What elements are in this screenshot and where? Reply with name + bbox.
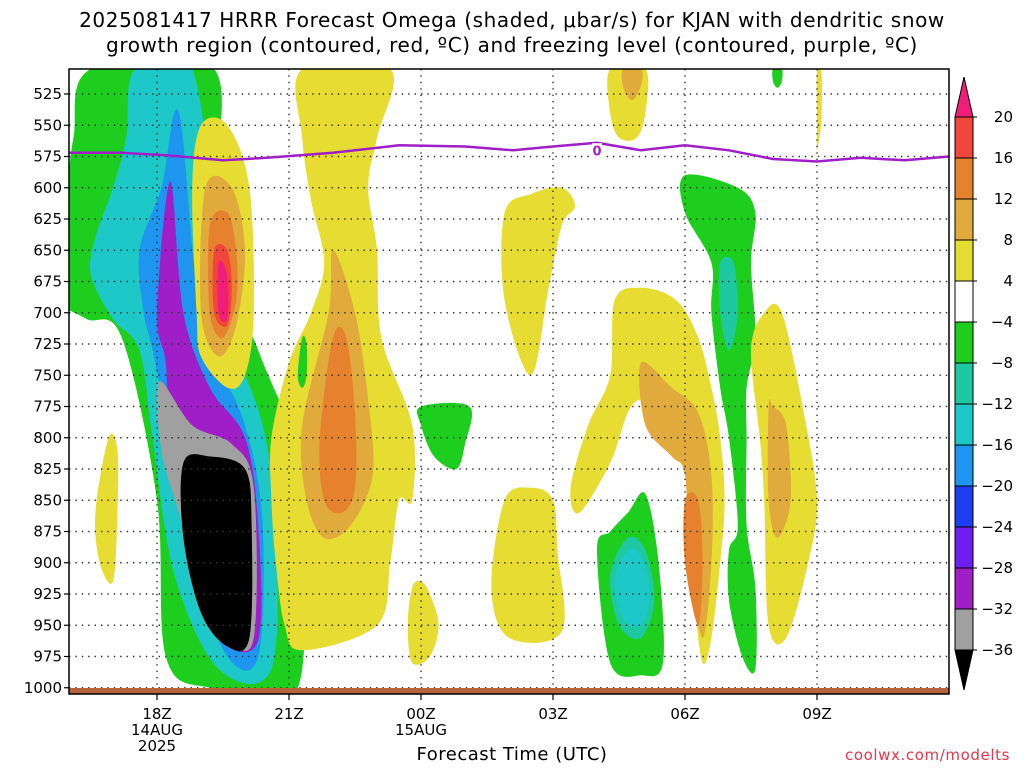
omega-region-cyan xyxy=(614,548,650,628)
omega-region-lt_orange xyxy=(767,398,791,538)
colorbar-label-0: 20 xyxy=(994,108,1013,126)
colorbar-swatch-orange xyxy=(954,157,974,200)
ground-strip xyxy=(69,688,949,694)
colorbar-label-8: −16 xyxy=(981,436,1013,454)
x-tick-sublabel-15AUG: 15AUG xyxy=(395,721,447,739)
y-tick-label-650: 650 xyxy=(33,241,62,259)
plot-frame xyxy=(68,68,950,695)
y-tick-label-925: 925 xyxy=(33,585,62,603)
colorbar-swatch-violet xyxy=(954,526,974,569)
colorbar-label-6: −8 xyxy=(991,354,1013,372)
colorbar-label-3: 8 xyxy=(1003,231,1013,249)
y-tick-label-600: 600 xyxy=(33,179,62,197)
colorbar-swatch-teal xyxy=(954,362,974,405)
plot-border xyxy=(68,68,950,695)
omega-region-yellow xyxy=(95,433,119,584)
colorbar-label-2: 12 xyxy=(994,190,1013,208)
y-tick-label-525: 525 xyxy=(33,85,62,103)
y-tick-label-775: 775 xyxy=(33,398,62,416)
x-tick-label-06Z: 06Z xyxy=(670,705,699,723)
colorbar-swatch-red_orange xyxy=(954,116,974,159)
x-tick-label-09Z: 09Z xyxy=(802,705,831,723)
colorbar-label-5: −4 xyxy=(991,313,1013,331)
colorbar: 20 16 12 8 4 −4 −8 −12 −16 −20 −24 −28 −32 −36 xyxy=(954,76,1013,691)
y-tick-label-725: 725 xyxy=(33,335,62,353)
x-tick-label-00Z: 00Z xyxy=(406,705,435,723)
x-tick-sublabel-2025: 2025 xyxy=(138,737,176,755)
x-tick-label-03Z: 03Z xyxy=(538,705,567,723)
y-tick-label-850: 850 xyxy=(33,491,62,509)
y-tick-label-950: 950 xyxy=(33,616,62,634)
omega-region-pink xyxy=(217,260,229,323)
y-axis: 525 550 575 600 625 650 675 700 725 750 775 800 825 8… xyxy=(24,85,69,697)
colorbar-label-13: −36 xyxy=(981,641,1013,659)
y-tick-label-575: 575 xyxy=(33,148,62,166)
chart-title-line-1: 2025081417 HRRR Forecast Omega (shaded, … xyxy=(79,8,945,32)
y-tick-label-700: 700 xyxy=(33,304,62,322)
freezing-level-group: 0 xyxy=(69,141,949,163)
y-tick-label-900: 900 xyxy=(33,554,62,572)
colorbar-label-11: −28 xyxy=(981,559,1013,577)
omega-region-teal xyxy=(718,256,738,351)
colorbar-label-10: −24 xyxy=(981,518,1013,536)
omega-region-green xyxy=(772,69,783,88)
omega-region-yellow xyxy=(816,69,822,151)
freezing-level-label: 0 xyxy=(592,144,601,159)
y-tick-label-825: 825 xyxy=(33,460,62,478)
x-tick-label-21Z: 21Z xyxy=(274,705,303,723)
y-tick-label-625: 625 xyxy=(33,210,62,228)
colorbar-swatch-white xyxy=(954,280,974,323)
colorbar-swatch-yellow xyxy=(954,239,974,282)
colorbar-label-12: −32 xyxy=(981,600,1013,618)
y-tick-label-550: 550 xyxy=(33,116,62,134)
colorbar-swatch-cyan xyxy=(954,403,974,446)
omega-region-yellow xyxy=(570,287,725,665)
omega-region-orange xyxy=(683,492,703,626)
colorbar-label-9: −20 xyxy=(981,477,1013,495)
x-tick-label-18Z: 18Z xyxy=(142,705,171,723)
y-tick-label-875: 875 xyxy=(33,523,62,541)
omega-region-yellow xyxy=(501,187,575,376)
y-tick-label-750: 750 xyxy=(33,366,62,384)
colorbar-label-4: 4 xyxy=(1003,272,1013,290)
omega-region-yellow xyxy=(407,581,439,665)
y-tick-label-675: 675 xyxy=(33,273,62,291)
y-tick-label-975: 975 xyxy=(33,648,62,666)
x-tick-sublabel-14AUG: 14AUG xyxy=(131,721,183,739)
colorbar-swatch-blue xyxy=(954,444,974,487)
credit-text: coolwx.com/modelts xyxy=(845,746,1010,764)
omega-region-orange xyxy=(319,326,357,514)
freezing-label-bg xyxy=(592,143,602,158)
omega-region-lt_orange xyxy=(621,69,643,101)
colorbar-label-7: −12 xyxy=(981,395,1013,413)
colorbar-swatch-dk_blue xyxy=(954,485,974,528)
ground-surface xyxy=(69,688,949,694)
y-tick-label-800: 800 xyxy=(33,429,62,447)
omega-region-black xyxy=(180,454,253,652)
colorbar-swatch-gray xyxy=(954,608,974,651)
colorbar-top-arrow xyxy=(954,76,974,118)
omega-region-green xyxy=(416,402,473,470)
colorbar-swatch-lt_orange xyxy=(954,198,974,241)
freezing-level-line xyxy=(69,141,949,163)
x-axis-title: Forecast Time (UTC) xyxy=(416,744,608,765)
colorbar-bottom-arrow xyxy=(954,649,974,691)
colorbar-label-1: 16 xyxy=(994,149,1013,167)
omega-regions xyxy=(69,69,822,694)
chart-title-line-2: growth region (contoured, red, ºC) and f… xyxy=(106,33,918,57)
colorbar-swatch-green xyxy=(954,321,974,364)
omega-region-yellow xyxy=(491,487,565,643)
colorbar-swatch-purple xyxy=(954,567,974,610)
y-tick-label-1000: 1000 xyxy=(24,679,62,697)
